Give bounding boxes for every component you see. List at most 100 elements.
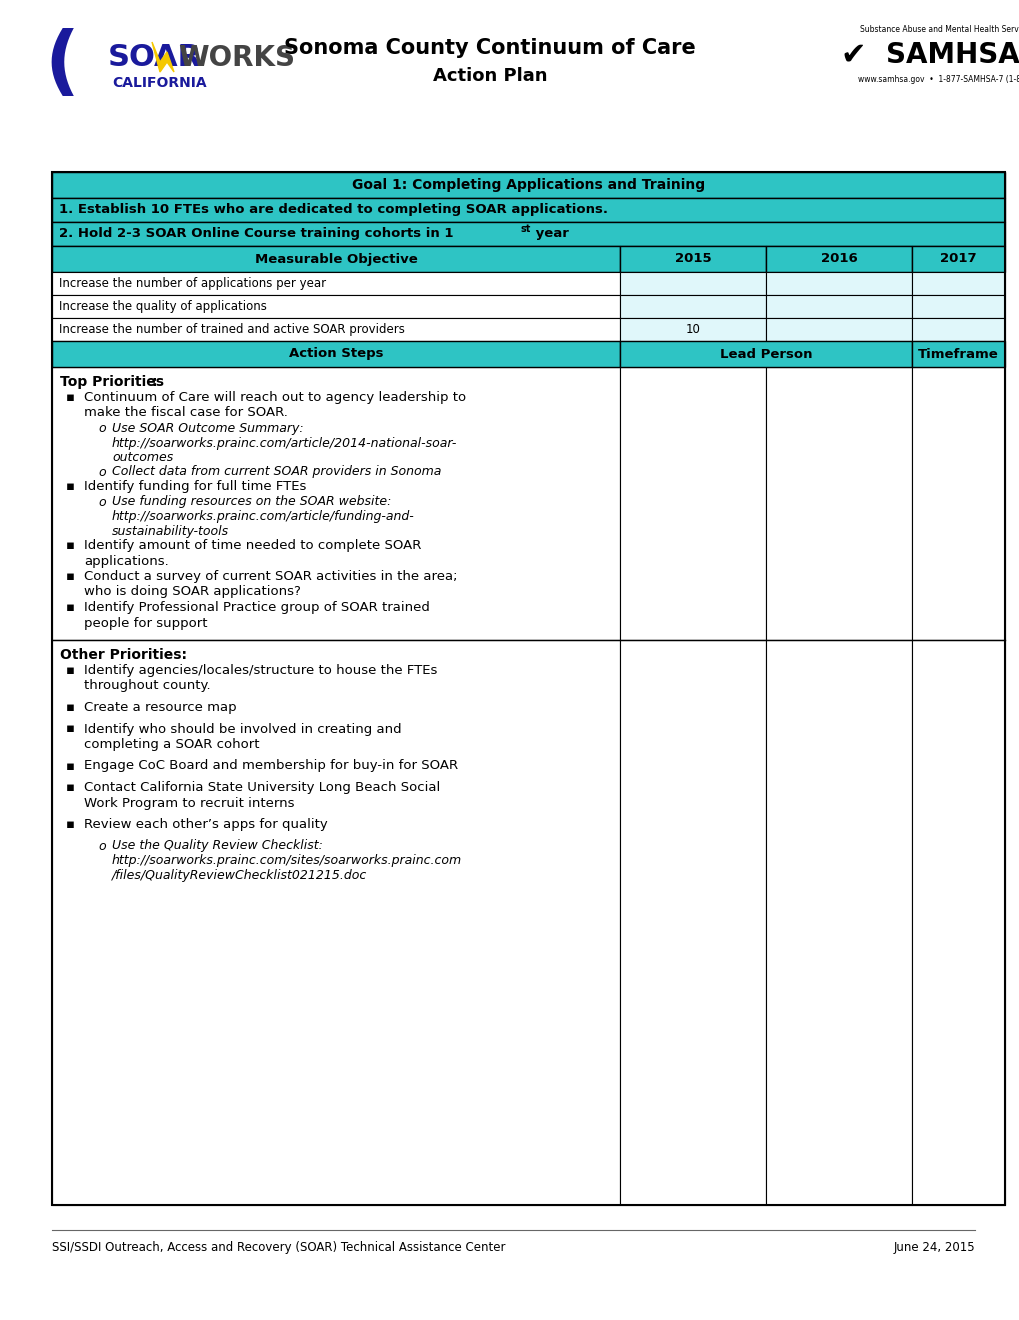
Bar (911, 341, 1004, 367)
Bar (765, 367, 911, 640)
Text: 2015: 2015 (674, 252, 710, 265)
Bar (765, 318, 911, 341)
Text: CALIFORNIA: CALIFORNIA (112, 77, 207, 90)
Bar (911, 367, 1004, 640)
Text: http://soarworks.prainc.com/article/2014-national-soar-: http://soarworks.prainc.com/article/2014… (112, 437, 457, 450)
Text: 1. Establish 10 FTEs who are dedicated to completing SOAR applications.: 1. Establish 10 FTEs who are dedicated t… (59, 203, 607, 216)
Text: Increase the number of trained and active SOAR providers: Increase the number of trained and activ… (59, 323, 405, 337)
Text: Conduct a survey of current SOAR activities in the area;: Conduct a survey of current SOAR activit… (84, 570, 458, 583)
Text: ▪: ▪ (66, 539, 75, 552)
Text: who is doing SOAR applications?: who is doing SOAR applications? (84, 586, 301, 598)
Text: www.samhsa.gov  •  1-877-SAMHSA-7 (1-877-726-4727): www.samhsa.gov • 1-877-SAMHSA-7 (1-877-7… (857, 75, 1019, 84)
Text: Top Priorities: Top Priorities (60, 375, 164, 389)
Text: o: o (98, 422, 106, 436)
Text: make the fiscal case for SOAR.: make the fiscal case for SOAR. (84, 407, 287, 420)
Bar (52, 318, 620, 341)
Bar (52, 198, 1004, 222)
Text: o: o (98, 495, 106, 508)
Text: Work Program to recruit interns: Work Program to recruit interns (84, 796, 294, 809)
Text: ✔: ✔ (840, 41, 865, 70)
Text: ▪: ▪ (66, 664, 75, 677)
Text: Measurable Objective: Measurable Objective (255, 252, 417, 265)
Bar (911, 318, 1004, 341)
Text: ▪: ▪ (66, 570, 75, 583)
Text: Action Steps: Action Steps (288, 347, 383, 360)
Bar (620, 367, 765, 640)
Bar (911, 640, 1004, 1205)
Text: Increase the quality of applications: Increase the quality of applications (59, 300, 267, 313)
Bar (911, 294, 1004, 318)
Bar (620, 246, 765, 272)
Text: http://soarworks.prainc.com/sites/soarworks.prainc.com: http://soarworks.prainc.com/sites/soarwo… (112, 854, 462, 867)
Text: June 24, 2015: June 24, 2015 (893, 1242, 974, 1254)
Text: 2016: 2016 (820, 252, 857, 265)
Bar (620, 318, 765, 341)
Bar (765, 246, 911, 272)
Text: Identify funding for full time FTEs: Identify funding for full time FTEs (84, 480, 306, 492)
Text: 2017: 2017 (940, 252, 976, 265)
Bar (52, 294, 620, 318)
Bar (0, 0, 1019, 160)
Text: o: o (98, 466, 106, 479)
Text: people for support: people for support (84, 616, 207, 630)
Text: o: o (98, 840, 106, 853)
Text: 2. Hold 2-3 SOAR Online Course training cohorts in 1: 2. Hold 2-3 SOAR Online Course training … (59, 227, 453, 240)
Text: throughout county.: throughout county. (84, 680, 210, 693)
Text: Create a resource map: Create a resource map (84, 701, 236, 714)
Text: Timeframe: Timeframe (917, 347, 998, 360)
Text: outcomes: outcomes (112, 451, 173, 465)
Text: http://soarworks.prainc.com/article/funding-and-: http://soarworks.prainc.com/article/fund… (112, 510, 415, 523)
Bar (52, 222, 1004, 246)
Text: Substance Abuse and Mental Health Services Administration: Substance Abuse and Mental Health Servic… (859, 25, 1019, 34)
Text: SSI/SSDI Outreach, Access and Recovery (SOAR) Technical Assistance Center: SSI/SSDI Outreach, Access and Recovery (… (52, 1242, 505, 1254)
Text: Identify who should be involved in creating and: Identify who should be involved in creat… (84, 722, 401, 735)
Bar (620, 272, 765, 294)
Text: completing a SOAR cohort: completing a SOAR cohort (84, 738, 259, 751)
Bar (765, 272, 911, 294)
Text: ▪: ▪ (66, 480, 75, 492)
Bar (52, 246, 620, 272)
Text: Use funding resources on the SOAR website:: Use funding resources on the SOAR websit… (112, 495, 391, 508)
Text: :: : (152, 375, 157, 389)
Text: Review each other’s apps for quality: Review each other’s apps for quality (84, 818, 327, 832)
Text: 10: 10 (685, 323, 700, 337)
Bar (52, 367, 620, 640)
Bar (52, 272, 620, 294)
Text: Use SOAR Outcome Summary:: Use SOAR Outcome Summary: (112, 422, 304, 436)
Text: Use the Quality Review Checklist:: Use the Quality Review Checklist: (112, 840, 323, 853)
Bar (620, 341, 911, 367)
Text: Identify agencies/locales/structure to house the FTEs: Identify agencies/locales/structure to h… (84, 664, 437, 677)
Text: st: st (521, 223, 531, 234)
Text: Engage CoC Board and membership for buy-in for SOAR: Engage CoC Board and membership for buy-… (84, 759, 458, 772)
Text: sustainability-tools: sustainability-tools (112, 524, 229, 537)
Text: Lead Person: Lead Person (719, 347, 811, 360)
Text: Increase the number of applications per year: Increase the number of applications per … (59, 277, 326, 290)
Text: Sonoma County Continuum of Care: Sonoma County Continuum of Care (284, 38, 695, 58)
Text: /files/QualityReviewChecklist021215.doc: /files/QualityReviewChecklist021215.doc (112, 869, 367, 882)
Text: Collect data from current SOAR providers in Sonoma: Collect data from current SOAR providers… (112, 466, 441, 479)
Text: Identify Professional Practice group of SOAR trained: Identify Professional Practice group of … (84, 601, 429, 614)
Text: ▪: ▪ (66, 818, 75, 832)
Text: ▪: ▪ (66, 391, 75, 404)
Bar (52, 172, 1004, 1205)
Bar (911, 246, 1004, 272)
Text: applications.: applications. (84, 554, 168, 568)
Bar (911, 272, 1004, 294)
Text: Action Plan: Action Plan (432, 67, 547, 84)
Text: SAMHSA: SAMHSA (886, 41, 1019, 69)
Bar (620, 294, 765, 318)
Text: Continuum of Care will reach out to agency leadership to: Continuum of Care will reach out to agen… (84, 391, 466, 404)
Text: ▪: ▪ (66, 722, 75, 735)
Bar (52, 640, 620, 1205)
Text: ▪: ▪ (66, 781, 75, 795)
Text: ▪: ▪ (66, 601, 75, 614)
Text: Contact California State University Long Beach Social: Contact California State University Long… (84, 781, 440, 795)
Text: ▪: ▪ (66, 759, 75, 772)
Text: WORKS: WORKS (178, 44, 294, 73)
Bar (765, 640, 911, 1205)
Polygon shape (152, 42, 174, 73)
Bar (620, 640, 765, 1205)
Text: (: ( (45, 28, 79, 102)
Bar (765, 294, 911, 318)
Text: year: year (531, 227, 569, 240)
